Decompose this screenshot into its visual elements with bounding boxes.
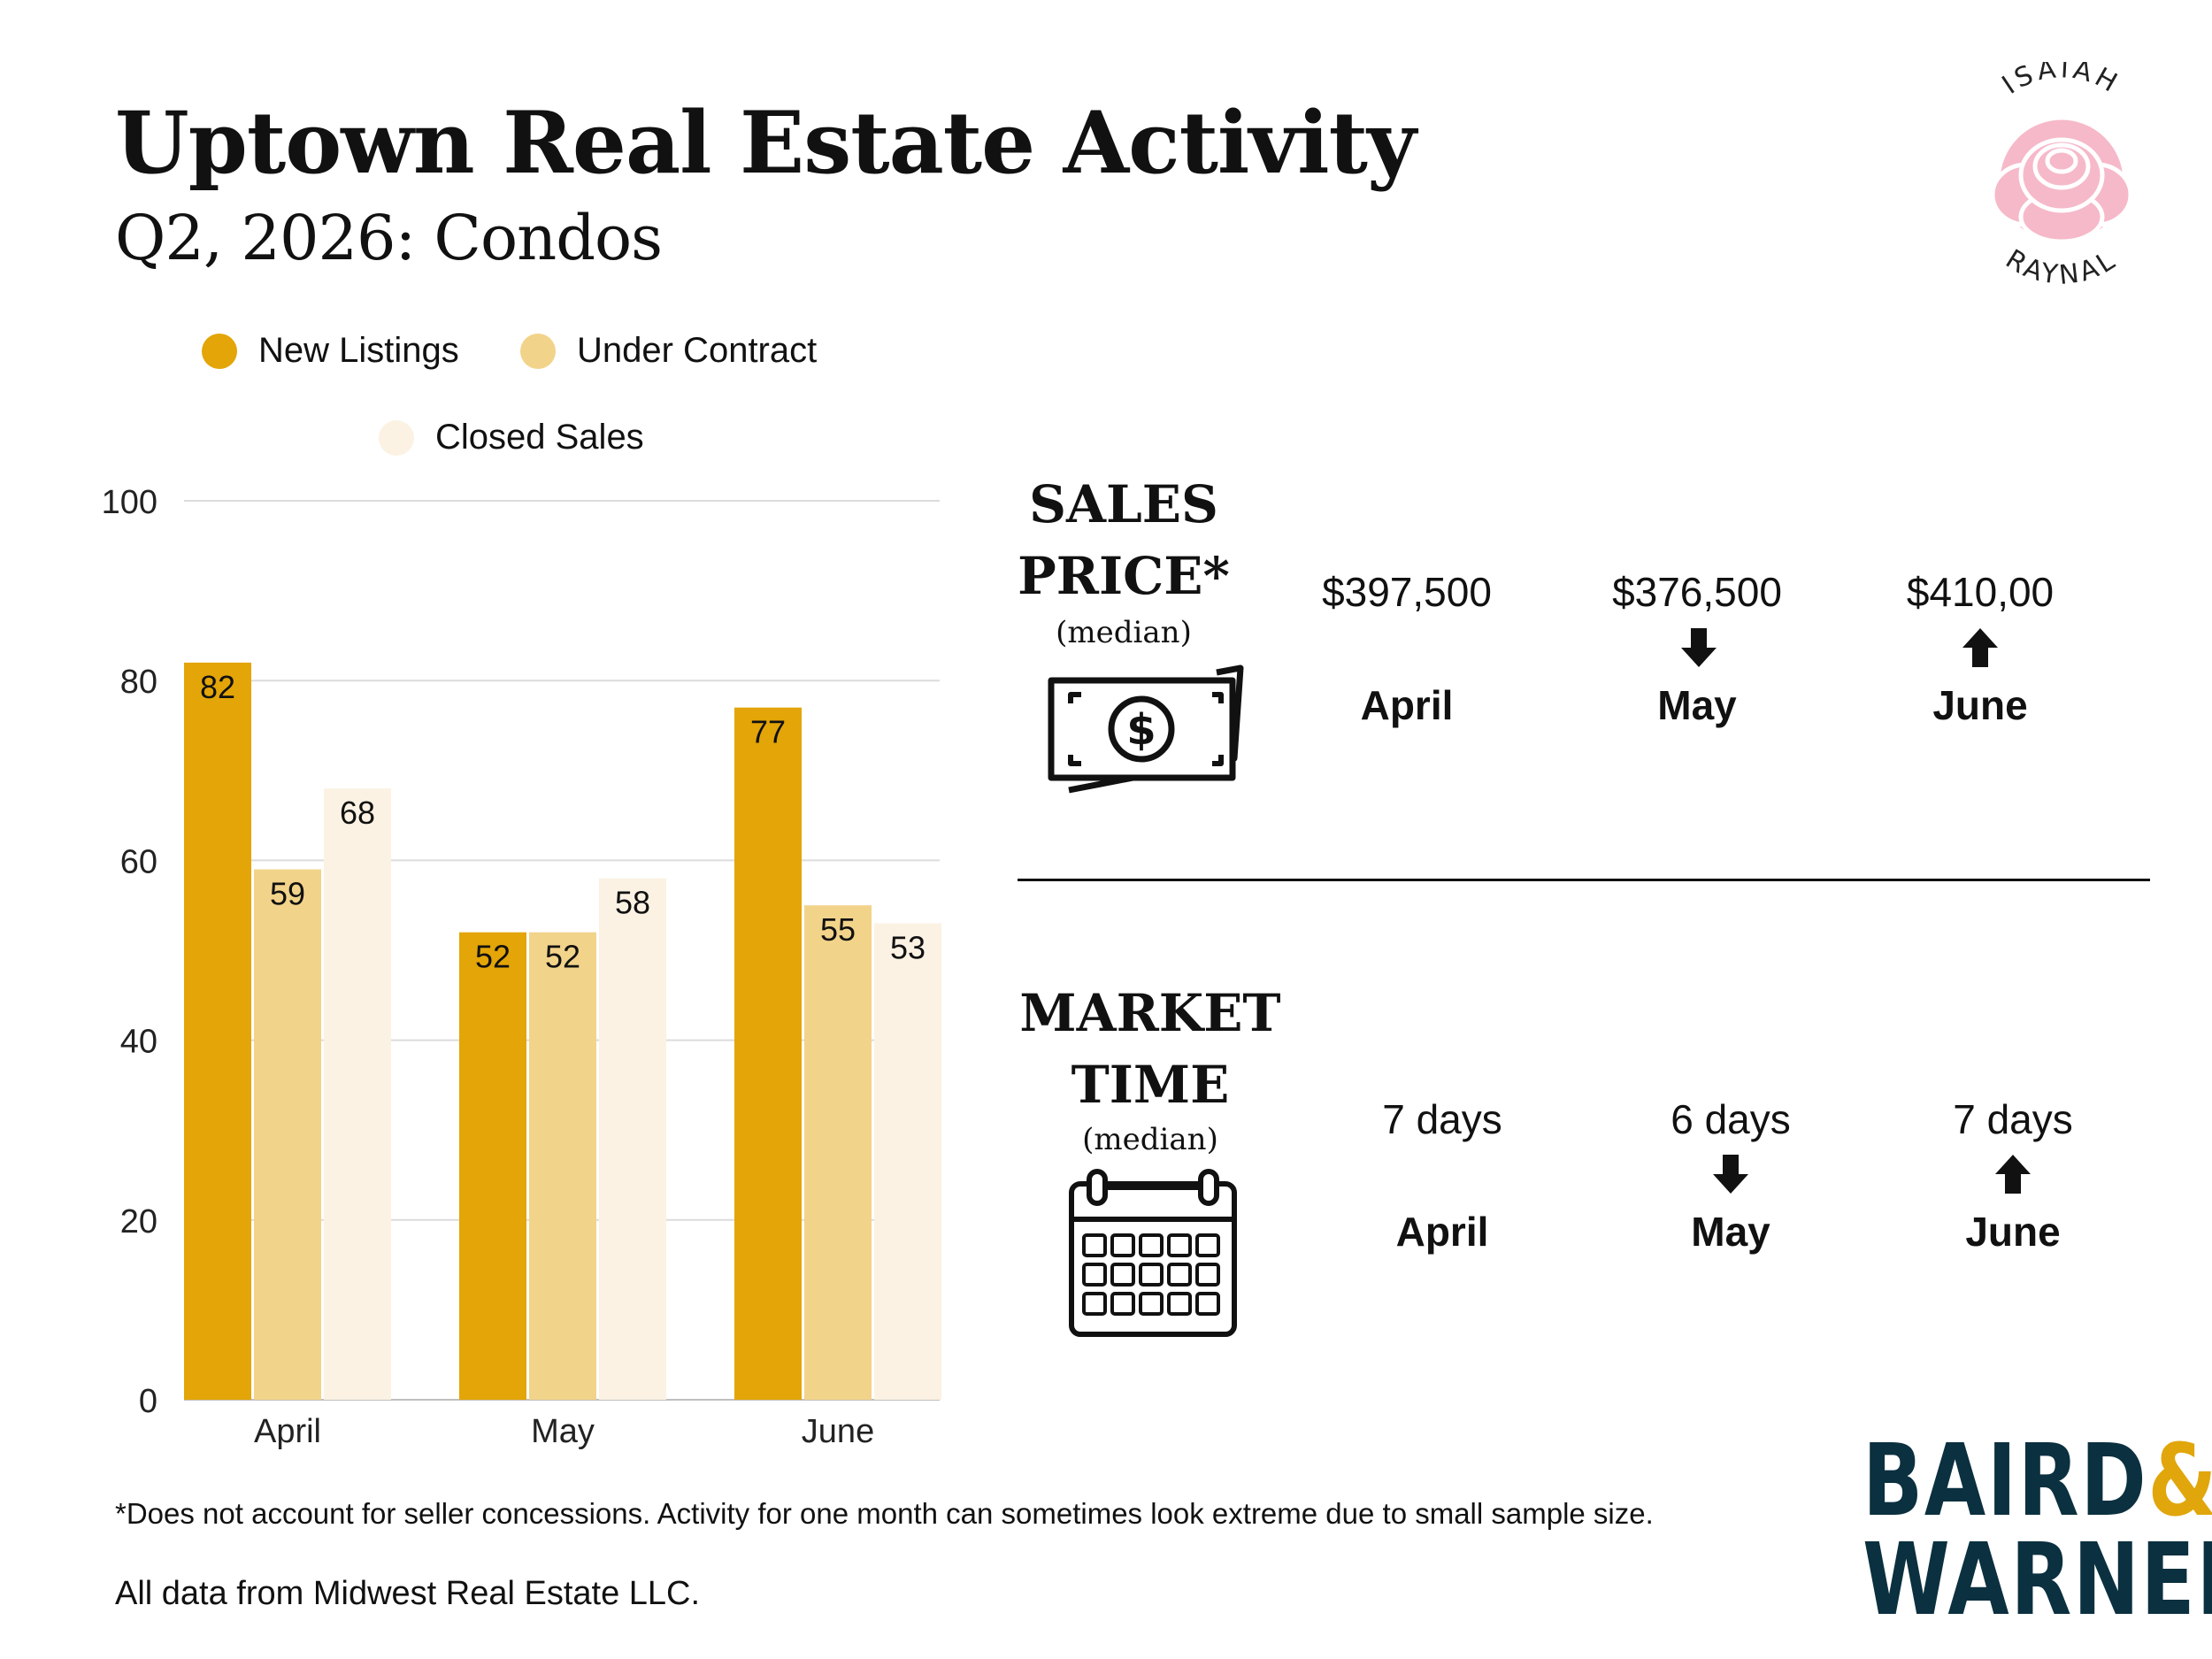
isaiah-raynal-logo: ISAIAH RAYNAL xyxy=(1990,62,2133,291)
sales-price-may-value: $376,500 xyxy=(1612,569,1782,615)
market-time-may-value: 6 days xyxy=(1671,1096,1791,1142)
sales-price-heading-line1: SALES xyxy=(1029,474,1218,534)
market-time-heading-line1: MARKET xyxy=(1019,983,1281,1043)
arrow-down-icon xyxy=(1713,1155,1748,1194)
legend-label: New Listings xyxy=(258,331,459,370)
bar-value-label: 68 xyxy=(340,795,375,831)
brand-word-baird: BAIRD xyxy=(1863,1424,2148,1539)
sales-price-heading: SALES PRICE* xyxy=(1009,469,1239,612)
bar-value-label: 53 xyxy=(890,930,926,966)
bar-value-label: 52 xyxy=(545,939,580,975)
bar xyxy=(599,878,666,1400)
bar-chart: 0 20 40 60 80 100 82 59 68 April 52 52 58 May 77 55 53 Ju… xyxy=(102,484,941,1450)
legend-swatch xyxy=(202,333,237,369)
y-tick-label: 40 xyxy=(120,1024,157,1061)
market-time-april-label: April xyxy=(1395,1209,1489,1255)
calendar-cell xyxy=(1195,1292,1220,1316)
bar-value-label: 77 xyxy=(750,714,786,750)
sales-price-april-value: $397,500 xyxy=(1322,569,1492,615)
calendar-cell xyxy=(1110,1263,1135,1286)
calendar-cell xyxy=(1167,1292,1192,1316)
sales-price-qualifier: (median) xyxy=(1056,615,1192,650)
footnote: *Does not account for seller concessions… xyxy=(115,1497,1654,1530)
sales-price-june-label: June xyxy=(1932,682,2028,728)
calendar-cell xyxy=(1110,1292,1135,1316)
calendar-cell xyxy=(1195,1263,1220,1286)
baird-warner-logo: BAIRD& WARNER xyxy=(1863,1432,2212,1638)
bar xyxy=(324,788,391,1400)
svg-text:ISAIAH: ISAIAH xyxy=(1997,62,2125,101)
chart-labels: 0 20 40 60 80 100 82 59 68 April 52 52 58 May 77 55 53 Ju… xyxy=(102,484,926,1450)
y-tick-label: 80 xyxy=(120,664,157,701)
calendar-icon xyxy=(1069,1169,1237,1337)
calendar-cell xyxy=(1139,1263,1164,1286)
sales-price-heading-line2: PRICE* xyxy=(1018,546,1230,607)
money-bill-icon: $ xyxy=(1048,664,1244,794)
market-time-qualifier: (median) xyxy=(1082,1122,1218,1157)
page-subtitle: Q2, 2026: Condos xyxy=(115,202,663,274)
section-divider xyxy=(1018,879,2150,881)
calendar-cell xyxy=(1167,1233,1192,1257)
arrow-down-icon xyxy=(1681,628,1717,667)
bar xyxy=(184,662,251,1400)
calendar-cell xyxy=(1195,1233,1220,1257)
sales-price-june-value: $410,00 xyxy=(1906,569,2055,615)
legend-swatch xyxy=(379,419,414,456)
brand-line-1: BAIRD& xyxy=(1863,1432,2212,1531)
sales-price-april-label: April xyxy=(1360,682,1454,728)
market-time-april-value: 7 days xyxy=(1382,1096,1502,1142)
y-tick-label: 100 xyxy=(102,484,157,521)
market-time-may-label: May xyxy=(1691,1209,1770,1255)
x-tick-label: April xyxy=(254,1413,321,1450)
bar xyxy=(804,905,872,1400)
bar-value-label: 58 xyxy=(615,885,650,921)
calendar-cell xyxy=(1110,1233,1135,1257)
bar xyxy=(874,923,941,1400)
y-tick-label: 60 xyxy=(120,843,157,880)
calendar-cell xyxy=(1082,1263,1107,1286)
calendar-cell xyxy=(1082,1233,1107,1257)
brand-ampersand: & xyxy=(2147,1424,2212,1539)
legend-swatch xyxy=(520,333,556,369)
svg-text:$: $ xyxy=(1126,705,1156,755)
market-time-june-value: 7 days xyxy=(1953,1096,2073,1142)
page-title: Uptown Real Estate Activity xyxy=(115,93,1417,193)
bar xyxy=(734,707,802,1400)
calendar-cell xyxy=(1082,1292,1107,1316)
legend-item-closed-sales: Closed Sales xyxy=(379,418,644,457)
bar-value-label: 52 xyxy=(475,939,511,975)
bar-value-label: 59 xyxy=(270,876,305,912)
logo-name-top: ISAIAH xyxy=(1997,62,2122,101)
sales-price-may-label: May xyxy=(1657,682,1737,728)
bar xyxy=(254,869,321,1400)
market-time-june-label: June xyxy=(1965,1209,2061,1255)
legend-item-under-contract: Under Contract xyxy=(520,331,817,371)
bar-value-label: 55 xyxy=(820,911,856,948)
calendar-cell xyxy=(1139,1292,1164,1316)
y-tick-label: 0 xyxy=(139,1383,157,1420)
legend-item-new-listings: New Listings xyxy=(202,331,459,371)
bar xyxy=(459,932,526,1400)
rose-icon xyxy=(1990,115,2133,248)
data-source: All data from Midwest Real Estate LLC. xyxy=(115,1575,701,1612)
chart-bars xyxy=(184,662,941,1400)
market-time-heading-line2: TIME xyxy=(1071,1055,1230,1116)
calendar-cell xyxy=(1139,1233,1164,1257)
legend-label: Under Contract xyxy=(577,331,818,370)
arrow-up-icon xyxy=(1995,1155,2031,1194)
legend-label: Closed Sales xyxy=(435,418,644,457)
bar-value-label: 82 xyxy=(200,669,235,705)
arrow-up-icon xyxy=(1962,628,1998,667)
logo-name-bottom: RAYNAL xyxy=(2001,243,2120,291)
y-tick-label: 20 xyxy=(120,1203,157,1240)
brand-line-2: WARNER xyxy=(1863,1523,2212,1638)
x-tick-label: June xyxy=(802,1413,874,1450)
bar xyxy=(529,932,596,1400)
market-time-heading: MARKET TIME xyxy=(1018,978,1283,1121)
calendar-cell xyxy=(1167,1263,1192,1286)
x-tick-label: May xyxy=(531,1413,595,1450)
svg-text:RAYNAL: RAYNAL xyxy=(2001,243,2124,291)
